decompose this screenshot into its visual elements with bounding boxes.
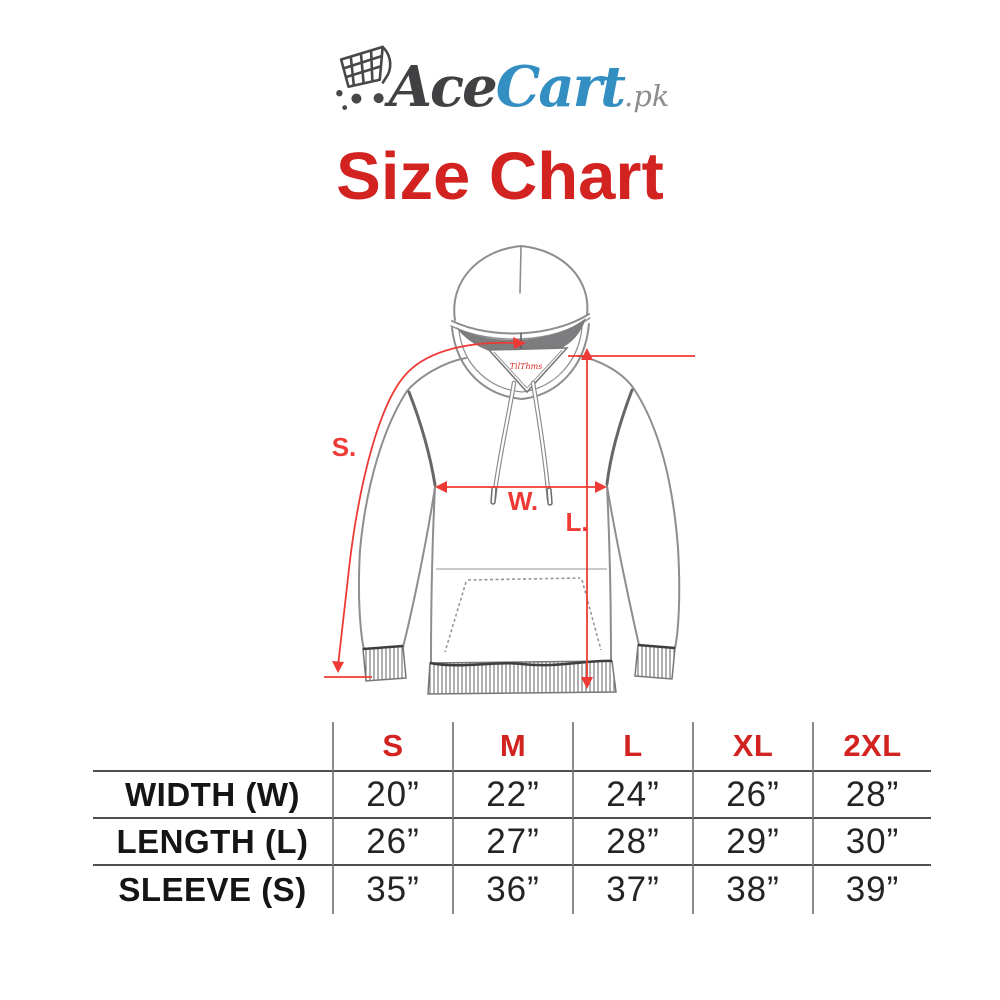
hood-lining [456, 318, 586, 357]
col-header-xl: XL [692, 722, 812, 772]
width-s: 20” [332, 772, 452, 819]
size-table: S M L XL 2XL WIDTH (W) 20” 22” 24” 26” 2… [93, 722, 931, 914]
length-s: 26” [332, 819, 452, 866]
col-header-s: S [332, 722, 452, 772]
sleeve-m: 36” [452, 866, 572, 914]
sleeve-xl: 38” [692, 866, 812, 914]
drawstrings [490, 380, 553, 506]
length-l: 28” [572, 819, 692, 866]
sleeve-s: 35” [332, 866, 452, 914]
shoulder-seams [407, 388, 634, 487]
sleeve-measure-label: S. [332, 432, 357, 462]
measurement-arrowheads [332, 337, 607, 689]
length-measure-label: L. [565, 507, 588, 537]
width-m: 22” [452, 772, 572, 819]
cuff-ribbing [362, 643, 676, 682]
width-measure-label: W. [508, 486, 538, 516]
table-corner-cell [93, 722, 332, 772]
brand-logo: Ace Cart .pk [0, 42, 1000, 115]
row-label-width: WIDTH (W) [93, 772, 332, 819]
col-header-l: L [572, 722, 692, 772]
collar-brand-tag: TilThms [510, 362, 543, 371]
hoodie-outline [357, 245, 681, 664]
measurement-lines [324, 341, 695, 685]
width-xl: 26” [692, 772, 812, 819]
collar-placket: TilThms [487, 347, 569, 394]
length-2xl: 30” [812, 819, 931, 866]
brand-suffix: .pk [624, 79, 670, 113]
page-title: Size Chart [336, 139, 664, 214]
length-m: 27” [452, 819, 572, 866]
shopping-cart-icon [331, 42, 403, 121]
sleeve-2xl: 39” [812, 866, 931, 914]
length-xl: 29” [692, 819, 812, 866]
width-l: 24” [572, 772, 692, 819]
sleeve-l: 37” [572, 866, 692, 914]
row-label-sleeve: SLEEVE (S) [118, 871, 307, 908]
col-header-m: M [452, 722, 572, 772]
kangaroo-pocket [444, 577, 602, 653]
brand-word-ace: Ace [388, 54, 498, 120]
col-header-2xl: 2XL [812, 722, 931, 772]
row-label-length: LENGTH (L) [93, 819, 332, 866]
brand-word-cart: Cart [495, 54, 626, 120]
sleeve-measure-line [337, 341, 518, 667]
width-2xl: 28” [812, 772, 931, 819]
